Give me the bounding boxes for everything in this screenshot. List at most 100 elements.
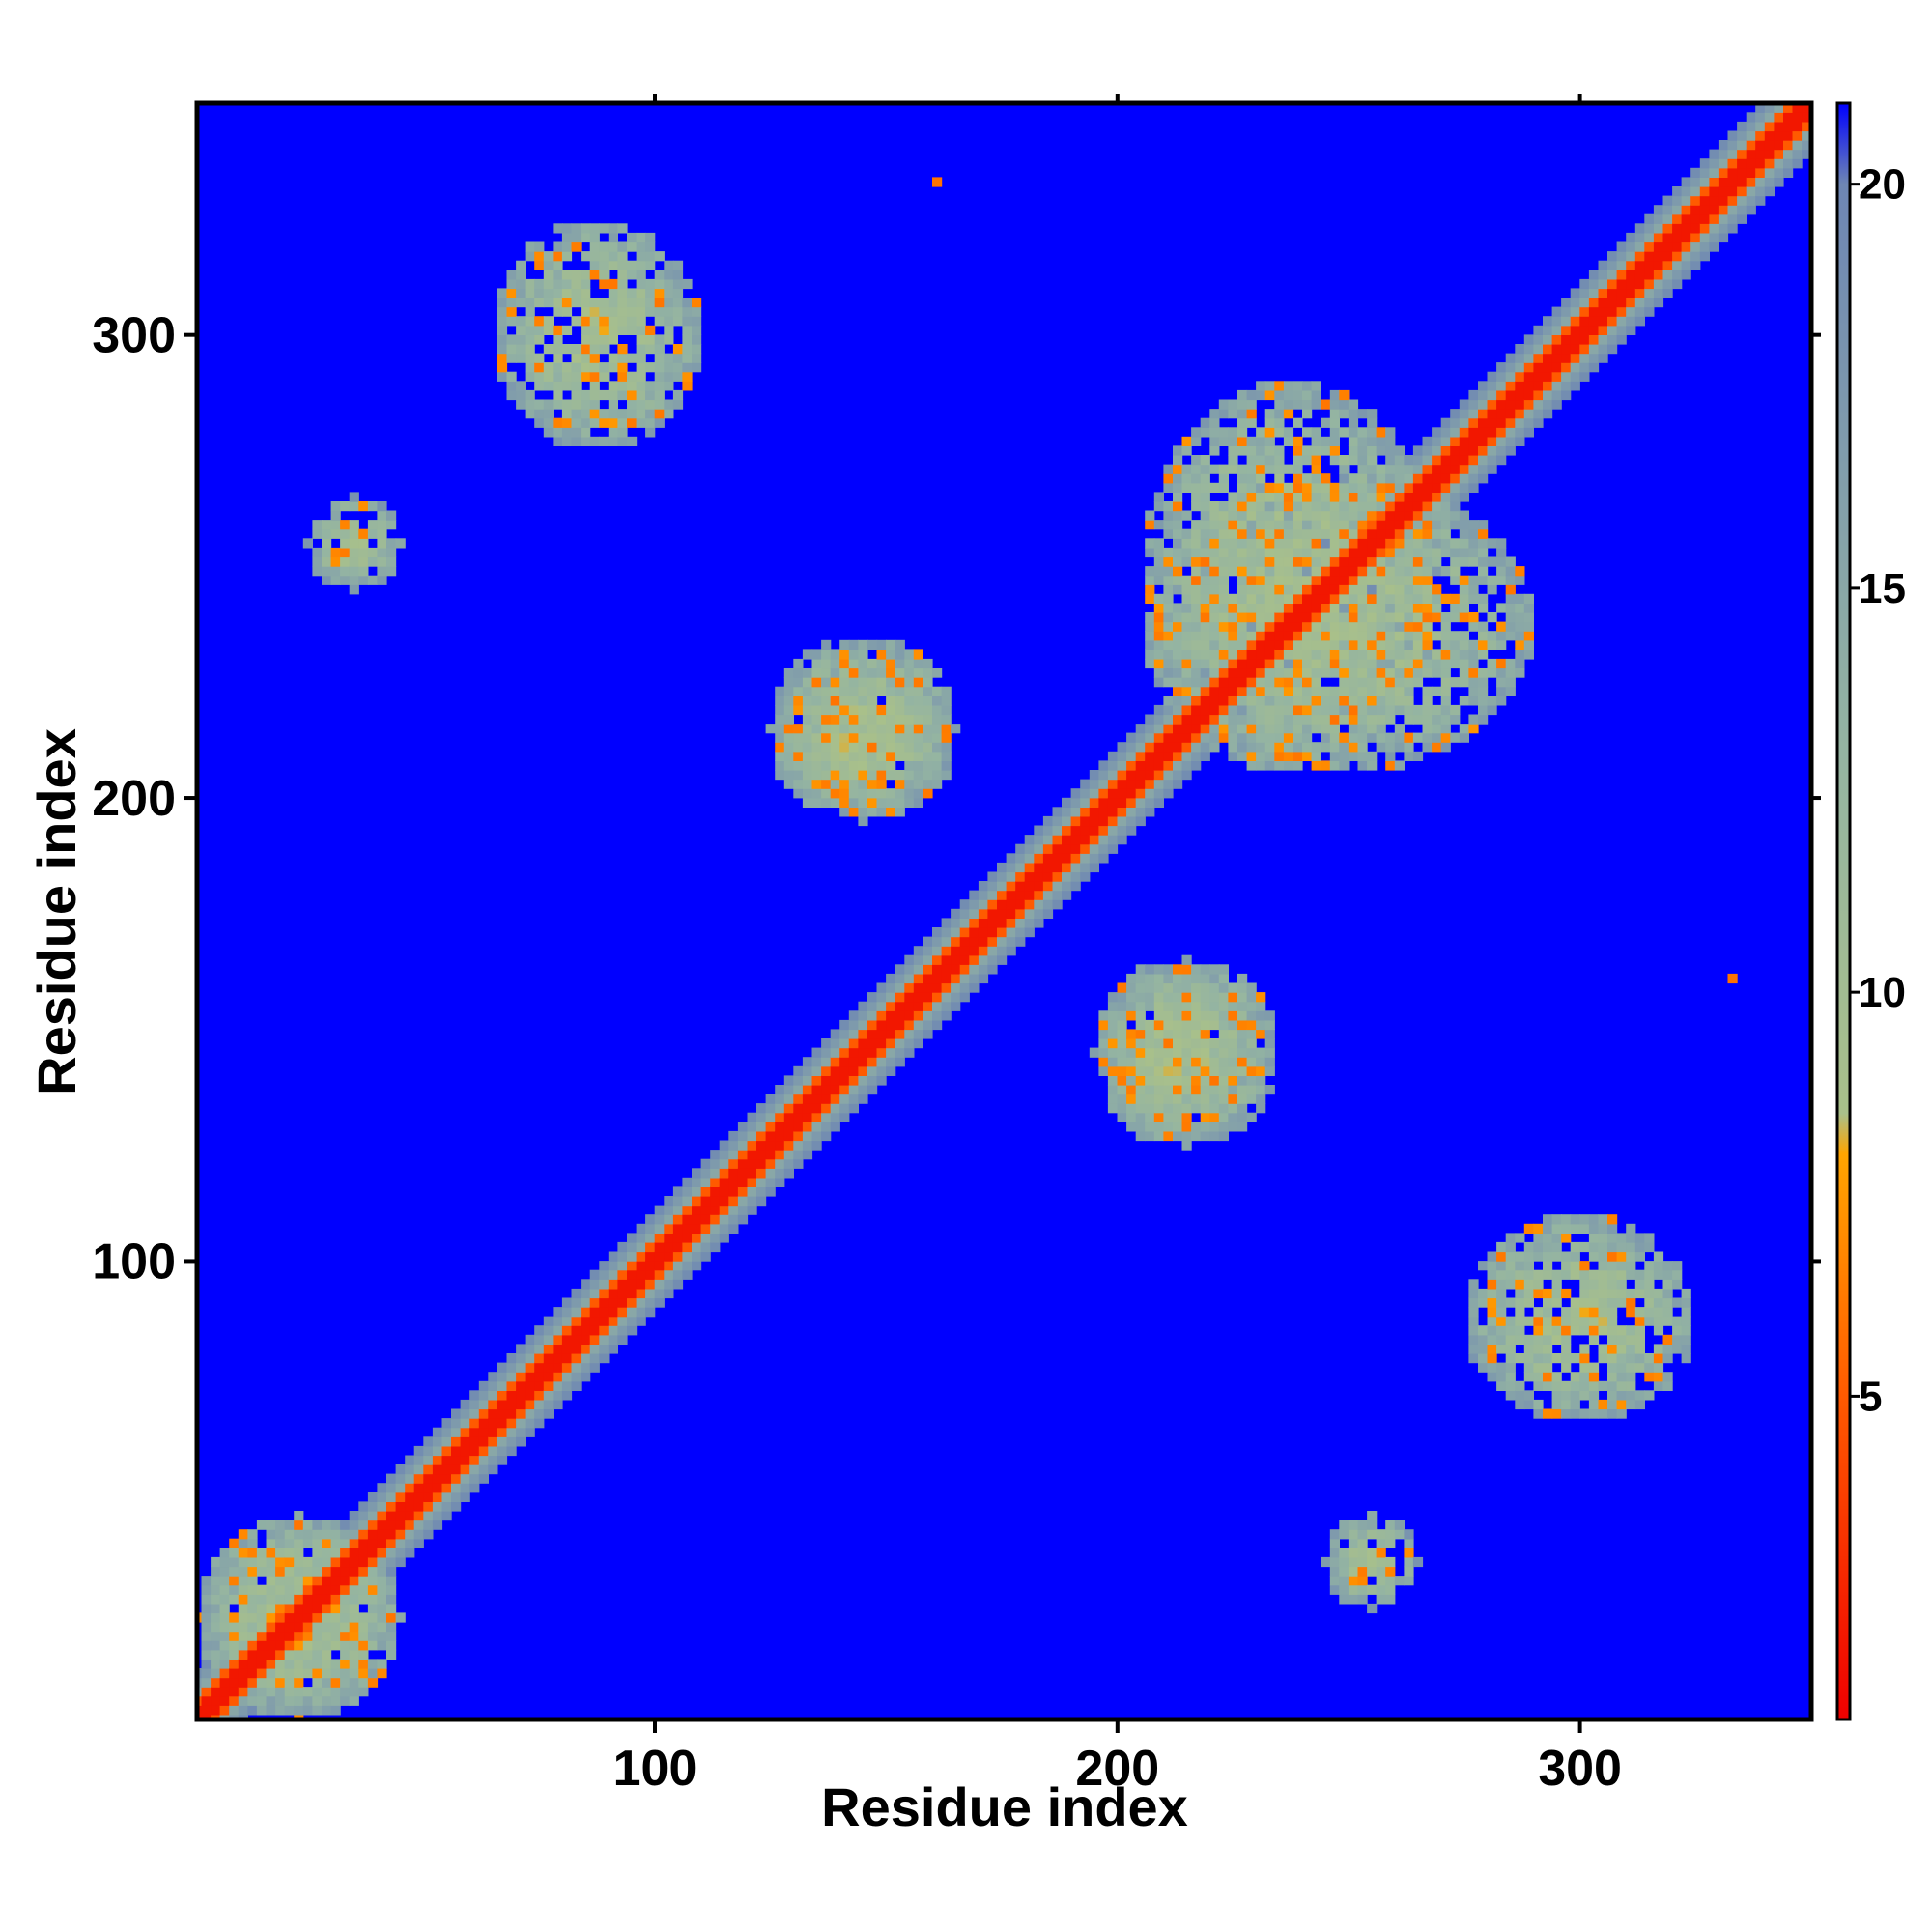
heatmap-cell bbox=[1579, 1297, 1590, 1308]
heatmap-cell bbox=[1616, 1372, 1627, 1382]
heatmap-cell bbox=[1357, 492, 1368, 502]
heatmap-cell bbox=[1561, 1307, 1572, 1318]
heatmap-cell bbox=[1228, 1094, 1238, 1104]
heatmap-cell bbox=[1515, 436, 1525, 446]
heatmap-cell bbox=[1505, 1241, 1516, 1253]
heatmap-cell bbox=[1274, 686, 1285, 696]
heatmap-cell bbox=[710, 1186, 721, 1197]
heatmap-cell bbox=[534, 1334, 545, 1345]
heatmap-cell bbox=[700, 1177, 711, 1187]
heatmap-cell bbox=[1200, 1112, 1210, 1122]
heatmap-cell bbox=[858, 1001, 868, 1011]
heatmap-cell bbox=[367, 1612, 379, 1623]
heatmap-cell bbox=[811, 668, 822, 678]
heatmap-cell bbox=[636, 251, 646, 262]
heatmap-cell bbox=[1432, 473, 1442, 484]
heatmap-cell bbox=[1246, 584, 1257, 595]
heatmap-cell bbox=[793, 770, 804, 781]
heatmap-cell bbox=[1561, 1399, 1572, 1410]
heatmap-cell bbox=[1274, 760, 1285, 771]
heatmap-cell bbox=[266, 1695, 276, 1706]
heatmap-cell bbox=[571, 417, 582, 428]
heatmap-cell bbox=[1293, 742, 1303, 753]
heatmap-cell bbox=[211, 1687, 221, 1697]
heatmap-cell bbox=[534, 353, 545, 363]
heatmap-cell bbox=[1367, 427, 1378, 438]
heatmap-cell bbox=[1200, 612, 1210, 623]
heatmap-cell bbox=[1412, 668, 1424, 678]
heatmap-cell bbox=[599, 1279, 610, 1290]
heatmap-cell bbox=[247, 1622, 258, 1633]
heatmap-cell bbox=[1218, 547, 1229, 558]
heatmap-cell bbox=[802, 1130, 813, 1142]
heatmap-cell bbox=[1264, 593, 1275, 604]
heatmap-cell bbox=[1367, 1548, 1378, 1558]
heatmap-cell bbox=[312, 520, 323, 530]
heatmap-cell bbox=[561, 362, 573, 373]
heatmap-cell bbox=[1200, 1130, 1210, 1142]
heatmap-cell bbox=[1329, 649, 1340, 660]
heatmap-cell bbox=[1515, 417, 1525, 428]
heatmap-cell bbox=[413, 1464, 424, 1475]
heatmap-cell bbox=[664, 1251, 674, 1262]
heatmap-cell bbox=[876, 751, 887, 761]
heatmap-cell bbox=[1237, 686, 1248, 696]
heatmap-cell bbox=[1478, 436, 1489, 446]
heatmap-cell bbox=[1626, 1390, 1636, 1401]
heatmap-cell bbox=[1283, 528, 1294, 539]
heatmap-cell bbox=[1153, 1038, 1164, 1049]
heatmap-cell bbox=[1607, 1316, 1618, 1326]
heatmap-cell bbox=[1218, 1038, 1229, 1049]
heatmap-cell bbox=[275, 1603, 286, 1614]
heatmap-cell bbox=[1543, 1251, 1553, 1262]
heatmap-cell bbox=[1468, 649, 1479, 660]
heatmap-cell bbox=[358, 1659, 369, 1669]
heatmap-cell bbox=[1191, 668, 1202, 678]
colorbar-tick-label: 5 bbox=[1859, 1373, 1882, 1420]
heatmap-cell bbox=[1218, 964, 1229, 975]
heatmap-cell bbox=[1468, 714, 1479, 724]
heatmap-cell bbox=[932, 770, 943, 781]
heatmap-cell bbox=[802, 649, 813, 660]
heatmap-cell bbox=[478, 1390, 489, 1401]
heatmap-cell bbox=[1496, 1325, 1507, 1336]
heatmap-cell bbox=[367, 1603, 379, 1614]
heatmap-cell bbox=[1209, 714, 1220, 724]
heatmap-cell bbox=[1487, 427, 1497, 438]
heatmap-cell bbox=[1293, 436, 1303, 446]
heatmap-cell bbox=[839, 686, 850, 696]
heatmap-cell bbox=[932, 686, 943, 696]
heatmap-cell bbox=[1598, 1399, 1608, 1410]
heatmap-cell bbox=[793, 760, 804, 771]
heatmap-cell bbox=[201, 1649, 212, 1660]
heatmap-cell bbox=[1523, 409, 1534, 419]
heatmap-cell bbox=[312, 1687, 323, 1697]
heatmap-cell bbox=[654, 1261, 665, 1271]
heatmap-cell bbox=[876, 1001, 887, 1011]
heatmap-cell bbox=[1042, 890, 1054, 900]
heatmap-cell bbox=[1376, 732, 1386, 743]
heatmap-cell bbox=[1173, 603, 1183, 613]
heatmap-cell bbox=[1107, 1075, 1119, 1086]
heatmap-cell bbox=[1588, 1214, 1600, 1225]
heatmap-cell bbox=[1440, 612, 1451, 623]
heatmap-cell bbox=[1200, 668, 1210, 678]
heatmap-cell bbox=[978, 881, 989, 892]
heatmap-cell bbox=[516, 1372, 526, 1382]
heatmap-cell bbox=[1385, 1556, 1396, 1568]
heatmap-cell bbox=[692, 1233, 702, 1243]
heatmap-cell bbox=[197, 1705, 203, 1716]
heatmap-cell bbox=[1200, 510, 1210, 521]
heatmap-cell bbox=[1440, 427, 1451, 438]
heatmap-cell bbox=[1237, 473, 1248, 484]
heatmap-cell bbox=[1607, 1269, 1618, 1280]
heatmap-cell bbox=[1098, 1010, 1109, 1021]
heatmap-cell bbox=[543, 427, 554, 438]
heatmap-cell bbox=[358, 1594, 369, 1605]
heatmap-cell bbox=[1237, 547, 1248, 558]
heatmap-cell bbox=[913, 1038, 923, 1049]
heatmap-cell bbox=[1311, 566, 1321, 577]
heatmap-cell bbox=[848, 686, 859, 696]
heatmap-cell bbox=[1422, 584, 1433, 595]
heatmap-cell bbox=[1200, 732, 1210, 743]
